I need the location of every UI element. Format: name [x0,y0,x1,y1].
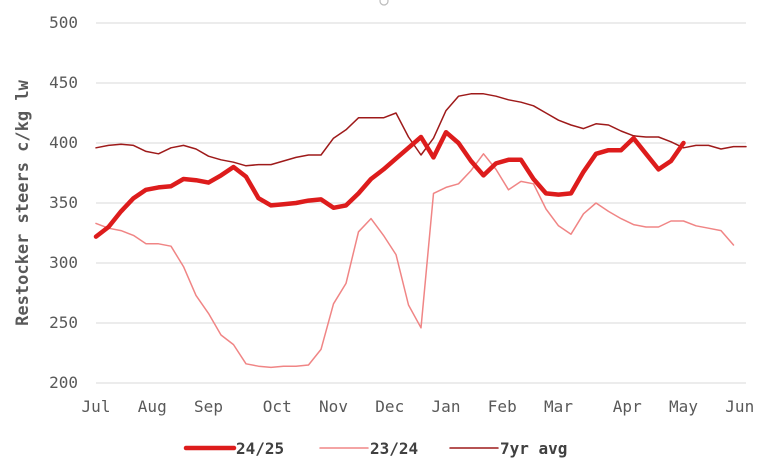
x-tick-label: Feb [488,397,517,416]
legend-label: 23/24 [370,439,418,458]
y-tick-label: 500 [49,13,78,32]
x-axis-ticks: Jul Aug Sep Oct Nov Dec Jan Feb Mar Apr May Jun [82,397,755,416]
gridlines [96,22,746,384]
y-tick-label: 400 [49,133,78,152]
x-tick-label: Apr [613,397,642,416]
legend-label: 24/25 [236,439,284,458]
y-tick-label: 250 [49,313,78,332]
legend: 24/25 23/24 7yr avg [183,439,567,458]
x-tick-label: Oct [263,397,292,416]
series-line-7yr-avg [95,93,747,167]
y-tick-label: 200 [49,373,78,392]
x-tick-label: Aug [138,397,167,416]
series-lines [93,93,747,369]
x-tick-label: Dec [375,397,404,416]
x-tick-label: Sep [194,397,223,416]
x-tick-label: Jul [82,397,111,416]
y-tick-label: 350 [49,193,78,212]
y-axis-ticks: 200 250 300 350 400 450 500 [49,13,78,392]
series-line-24-25 [93,129,686,239]
y-axis-title: Restocker steers c/kg lw [13,79,33,325]
y-tick-label: 450 [49,73,78,92]
legend-item: 24/25 [183,439,284,458]
series-line-23-24 [95,153,735,369]
legend-label: 7yr avg [500,439,567,458]
x-tick-label: Jun [725,397,754,416]
drag-handle-icon [379,0,389,6]
legend-item: 23/24 [319,439,418,458]
x-tick-label: Mar [544,397,573,416]
x-tick-label: Nov [319,397,348,416]
x-tick-label: May [669,397,698,416]
y-tick-label: 300 [49,253,78,272]
legend-item: 7yr avg [449,439,567,458]
x-tick-label: Jan [432,397,461,416]
